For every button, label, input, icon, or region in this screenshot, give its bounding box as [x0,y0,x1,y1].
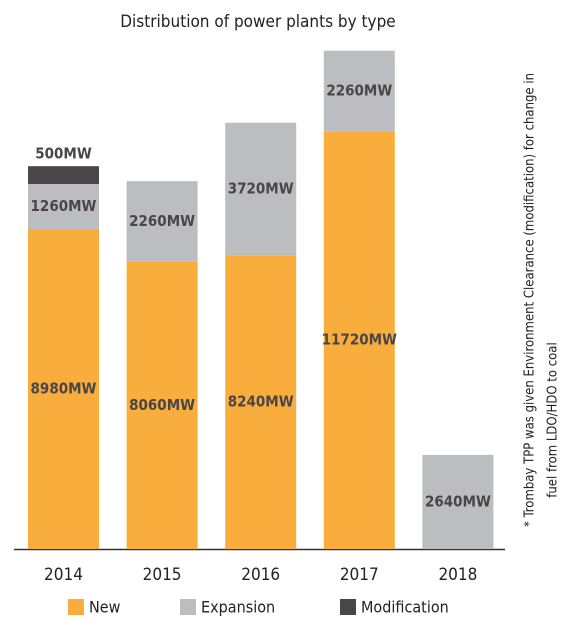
data-label: 3720MW [228,180,294,198]
bar-segment [422,454,494,549]
data-label: 2640MW [425,492,491,510]
legend-label: Expansion [201,598,275,617]
annotation: * Trombay TPP was given Environment Clea… [523,73,561,527]
bar-segment [225,255,297,549]
bar-segment [28,166,99,185]
bar-segment [28,184,99,229]
bar-segment [323,50,395,132]
bar-segment [323,131,395,549]
data-label: 8980MW [31,379,97,397]
data-label: 8060MW [129,396,195,414]
x-tick-label: 2014 [44,565,83,585]
data-label: 2260MW [129,212,195,230]
legend-label: New [89,598,121,617]
legend-label: Modification [361,598,449,617]
x-tick-label: 2017 [340,565,379,585]
data-label: 11720MW [322,331,397,349]
data-label: 8240MW [228,393,294,411]
x-tick-label: 2016 [241,565,280,585]
x-tick-label: 2018 [438,565,477,585]
annotation-line: fuel from LDO/HDO to coal [546,342,561,497]
bar-segment [28,228,99,550]
x-tick-label: 2015 [143,565,182,585]
legend-swatch [180,599,196,615]
bar-segment [126,261,198,549]
data-label: 1260MW [31,197,97,215]
legend-swatch [340,599,356,615]
legend-swatch [68,599,84,615]
chart-title: Distribution of power plants by type [120,12,395,32]
annotation-line: * Trombay TPP was given Environment Clea… [523,73,538,527]
data-label: 500MW [35,145,92,163]
bar-segment [126,181,198,262]
data-label: 2260MW [326,81,392,99]
bar-segment [225,122,297,256]
